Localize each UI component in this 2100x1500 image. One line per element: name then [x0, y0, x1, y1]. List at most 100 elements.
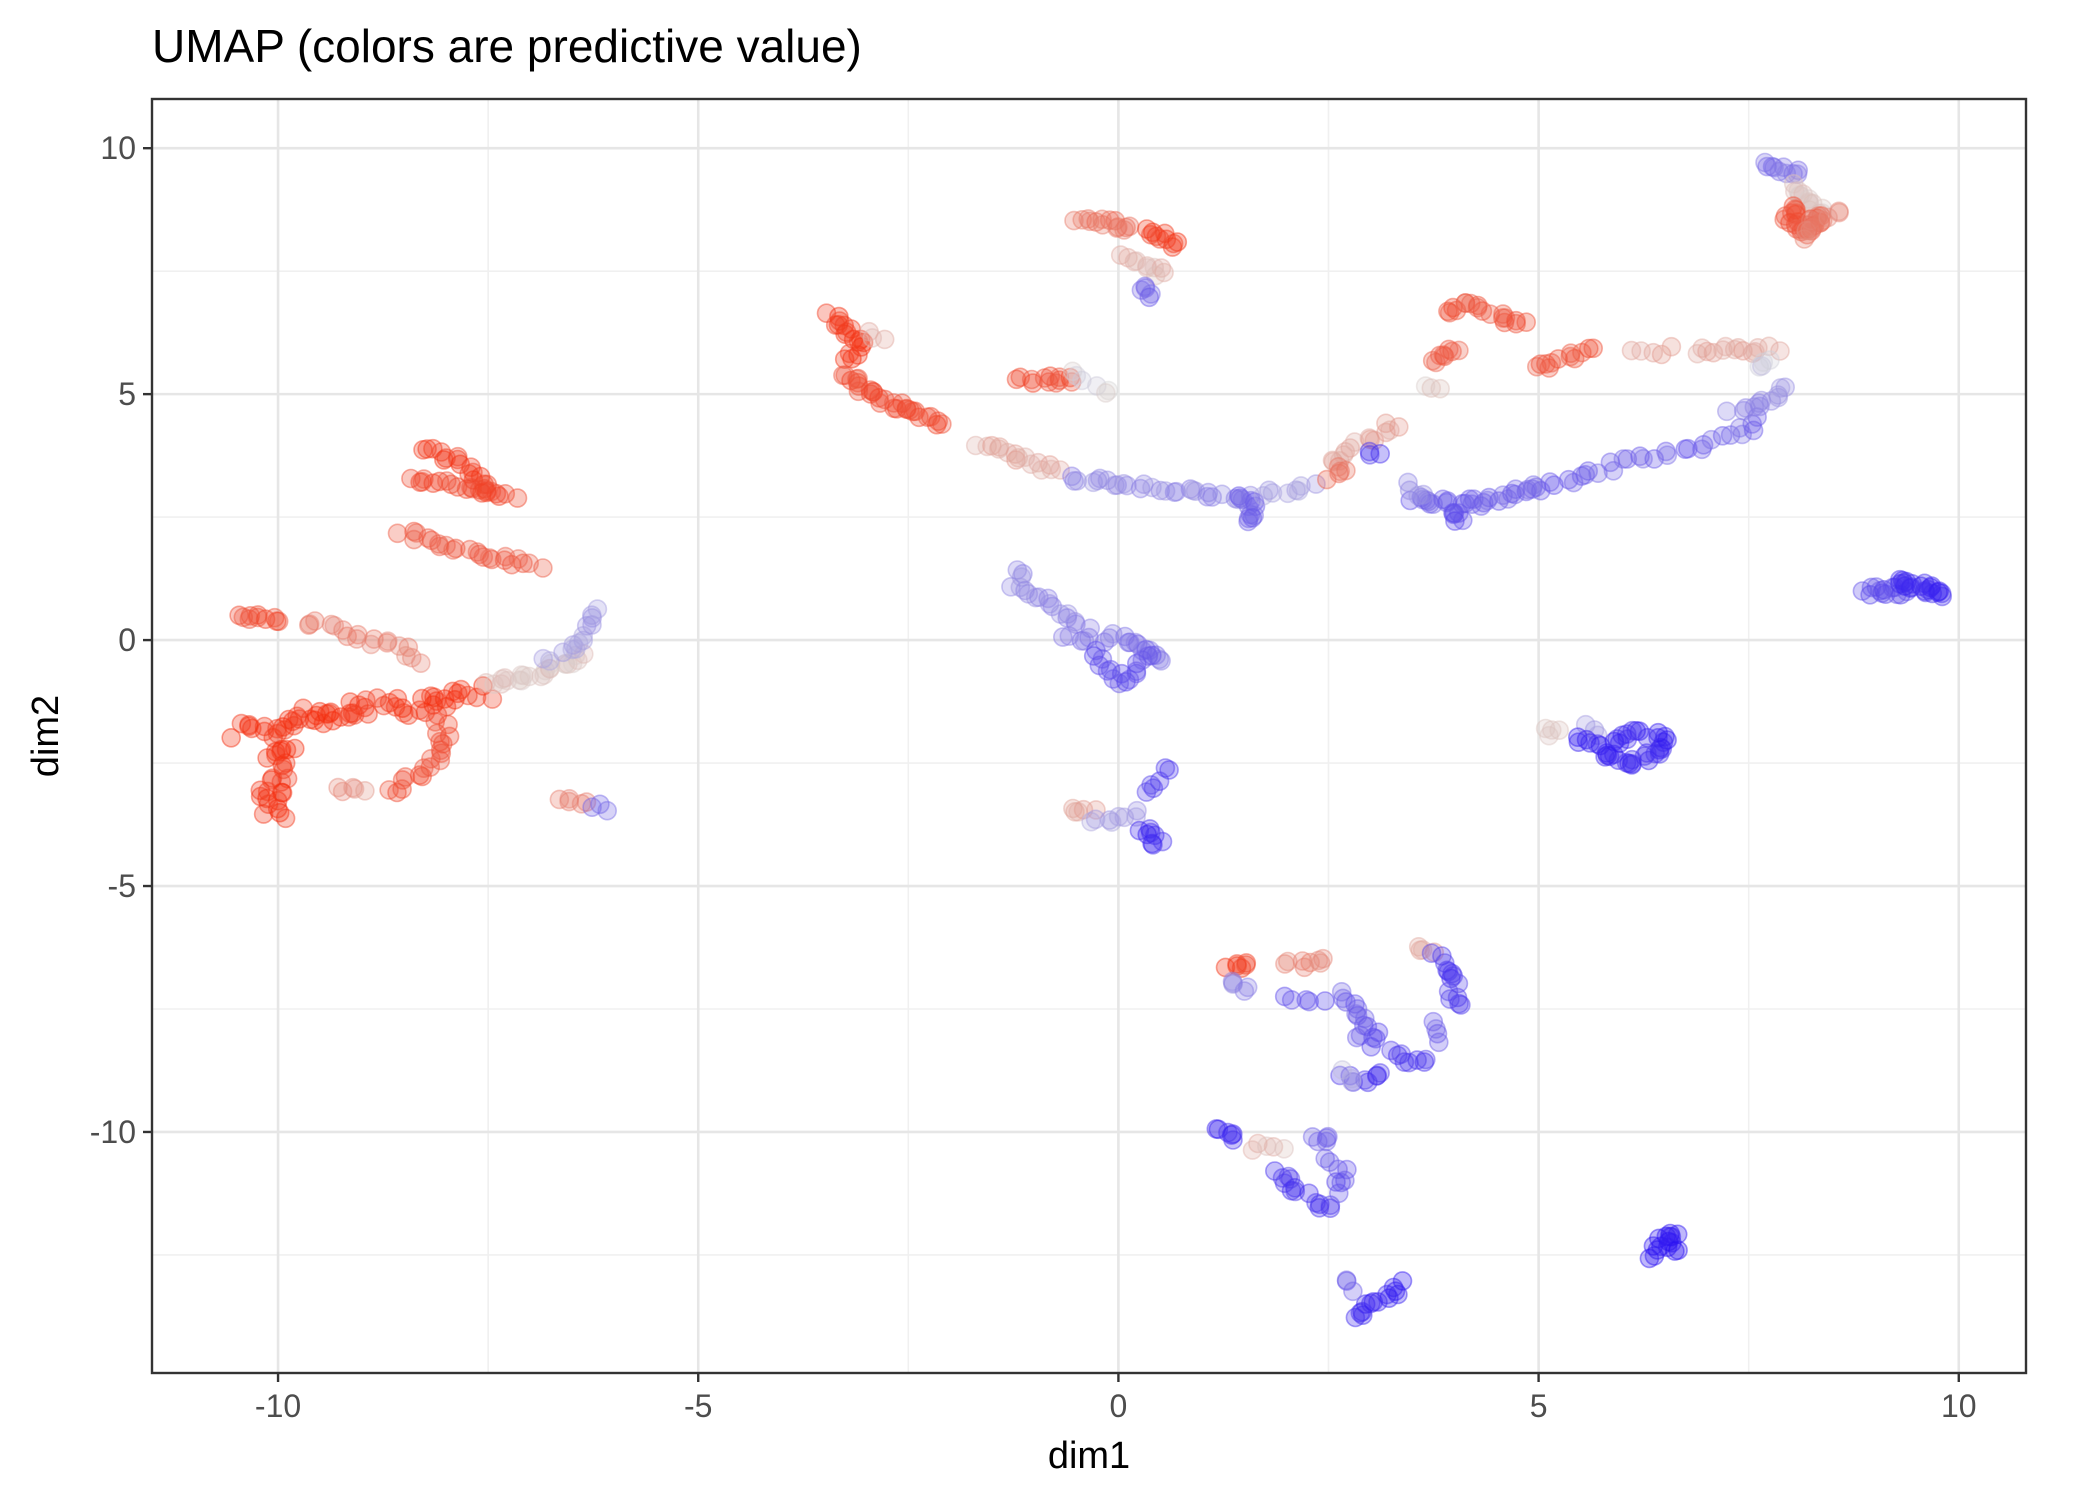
scatter-point	[1622, 755, 1642, 775]
scatter-point	[1342, 1071, 1362, 1092]
scatter-point	[293, 698, 314, 719]
scatter-point	[892, 393, 912, 414]
scatter-point	[1145, 825, 1165, 846]
scatter-point	[1715, 336, 1736, 357]
scatter-point	[1092, 649, 1113, 669]
scatter-point	[511, 665, 532, 685]
scatter-point	[1796, 220, 1817, 241]
scatter-point	[1442, 341, 1462, 362]
scatter-point	[874, 389, 895, 410]
scatter-point	[896, 398, 917, 419]
scatter-point	[1117, 475, 1137, 496]
scatter-point	[1103, 669, 1123, 689]
scatter-point	[1438, 301, 1458, 322]
scatter-point	[853, 332, 874, 353]
scatter-point	[1001, 576, 1021, 597]
scatter-point	[489, 486, 509, 507]
scatter-point	[1657, 445, 1678, 466]
scatter-point	[439, 726, 460, 747]
scatter-point	[1786, 203, 1806, 223]
scatter-point	[582, 615, 602, 635]
scatter-point	[1099, 628, 1120, 648]
scatter-point	[1288, 481, 1309, 501]
scatter-point	[1130, 478, 1151, 499]
scatter-point	[1015, 447, 1036, 468]
scatter-point	[573, 644, 594, 664]
scatter-point	[412, 471, 433, 492]
scatter-point	[1105, 475, 1125, 496]
scatter-point	[1313, 948, 1333, 969]
scatter-point	[406, 523, 427, 543]
scatter-point	[565, 639, 586, 659]
scatter-point	[257, 781, 278, 802]
scatter-point	[1040, 366, 1061, 387]
scatter-point	[534, 665, 554, 685]
scatter-point	[903, 401, 923, 422]
scatter-point	[387, 688, 408, 709]
scatter-point	[829, 306, 849, 327]
scatter-point	[1062, 466, 1082, 487]
scatter-point	[1433, 345, 1454, 365]
scatter-point	[1489, 491, 1509, 511]
scatter-point	[1221, 1125, 1242, 1145]
scatter-point	[1242, 507, 1263, 528]
scatter-point	[1029, 587, 1049, 608]
scatter-point	[342, 703, 363, 724]
scatter-point	[1010, 367, 1031, 388]
scatter-point	[1626, 720, 1646, 741]
scatter-point	[274, 720, 295, 740]
scatter-point	[1802, 218, 1823, 238]
scatter-point	[1180, 479, 1201, 499]
scatter-point	[494, 550, 515, 571]
scatter-point	[1329, 1183, 1349, 1204]
scatter-point	[1432, 946, 1452, 966]
scatter-point	[377, 631, 398, 652]
scatter-point	[1480, 304, 1501, 325]
scatter-point	[321, 614, 342, 635]
scatter-point	[304, 710, 325, 731]
scatter-point	[1446, 300, 1467, 321]
scatter-point	[1072, 370, 1092, 391]
scatter-point	[1318, 1126, 1338, 1147]
scatter-point	[1829, 201, 1849, 222]
scatter-point	[1800, 220, 1820, 241]
scatter-point	[1703, 342, 1724, 363]
scatter-point	[262, 768, 283, 789]
scatter-point	[1114, 473, 1134, 494]
scatter-point	[387, 782, 407, 803]
scatter-point	[1412, 489, 1433, 510]
scatter-point	[1571, 466, 1592, 486]
scatter-point	[1783, 164, 1803, 184]
scatter-point	[410, 653, 431, 674]
scatter-point	[1087, 376, 1107, 396]
scatter-point	[421, 530, 442, 551]
scatter-point	[833, 365, 853, 386]
scatter-point	[1875, 584, 1896, 605]
scatter-point	[418, 528, 438, 548]
scatter-point	[1544, 475, 1564, 496]
scatter-point	[1407, 1050, 1427, 1070]
scatter-point	[1336, 1271, 1357, 1291]
scatter-point	[1238, 511, 1258, 532]
scatter-point	[1920, 577, 1941, 598]
scatter-point	[1498, 489, 1518, 509]
scatter-point	[1223, 973, 1243, 993]
scatter-point	[1085, 809, 1106, 830]
scatter-point	[1701, 429, 1722, 450]
scatter-point	[1092, 215, 1113, 235]
scatter-point	[393, 703, 414, 723]
scatter-point	[275, 808, 296, 829]
scatter-point	[1874, 579, 1894, 600]
scatter-point	[1310, 953, 1331, 973]
scatter-point	[1136, 782, 1157, 802]
scatter-point	[1762, 156, 1783, 177]
scatter-point	[257, 788, 277, 809]
scatter-point	[1667, 1224, 1688, 1245]
scatter-point	[1810, 212, 1831, 233]
scatter-point	[1306, 1193, 1326, 1213]
scatter-point	[1164, 482, 1185, 503]
scatter-point	[404, 529, 424, 550]
scatter-point	[1166, 481, 1187, 502]
scatter-point	[1363, 1027, 1383, 1048]
scatter-point	[1116, 217, 1136, 238]
